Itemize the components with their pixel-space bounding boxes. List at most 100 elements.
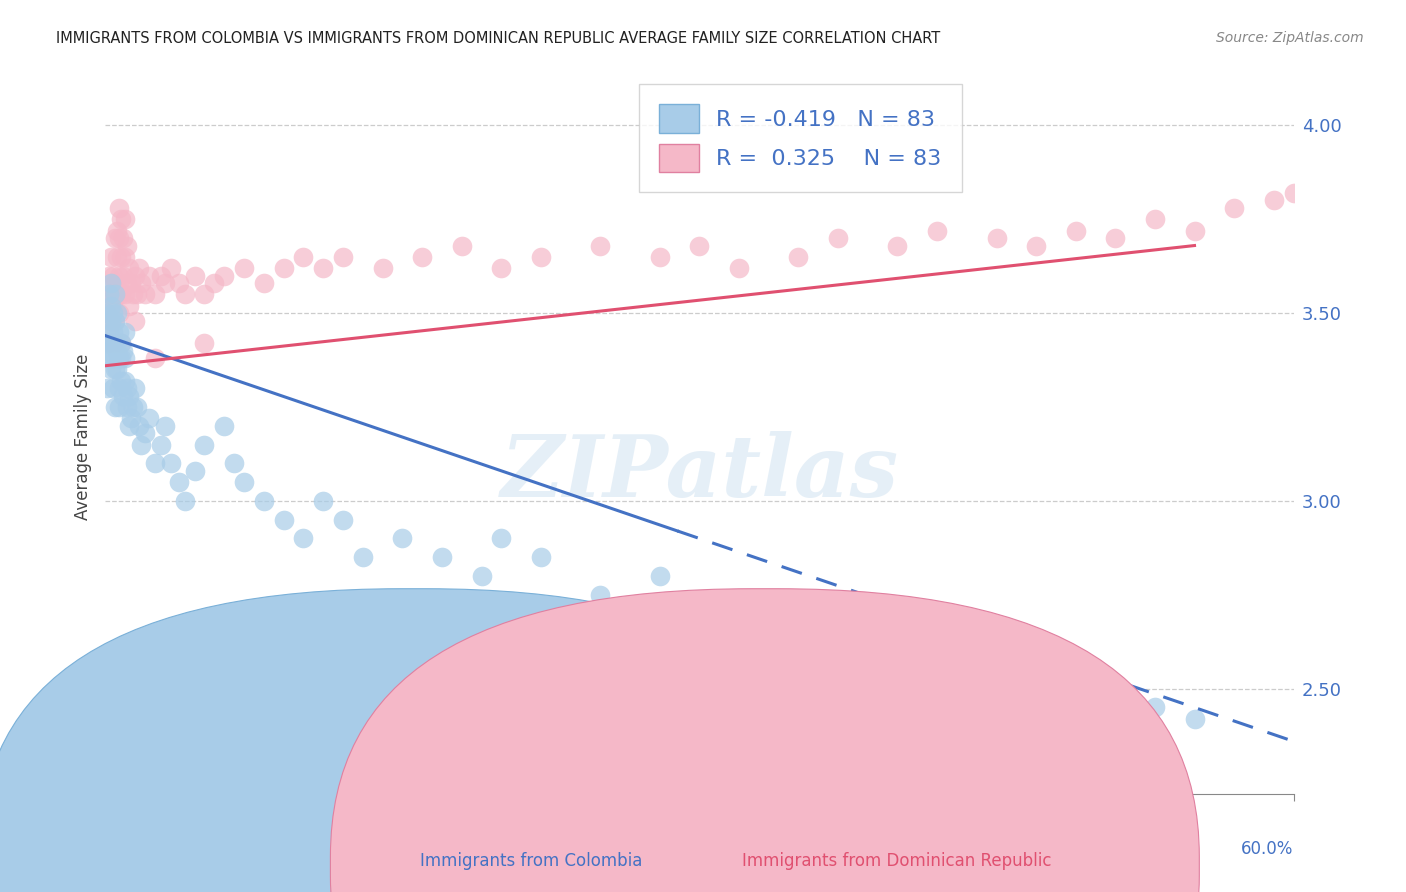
Point bbox=[1064, 223, 1087, 237]
Point bbox=[105, 287, 128, 301]
Point bbox=[648, 569, 671, 583]
Point bbox=[273, 513, 295, 527]
Point bbox=[728, 607, 751, 621]
Point bbox=[104, 313, 127, 327]
Point bbox=[96, 306, 118, 320]
Point bbox=[127, 400, 149, 414]
Point bbox=[120, 276, 142, 290]
Point bbox=[1263, 194, 1285, 208]
Point bbox=[129, 276, 152, 290]
Point bbox=[112, 231, 135, 245]
Text: 60.0%: 60.0% bbox=[1241, 840, 1294, 858]
Point bbox=[114, 250, 136, 264]
Point bbox=[124, 381, 146, 395]
Point bbox=[114, 351, 136, 366]
Point bbox=[233, 261, 256, 276]
Point bbox=[491, 261, 513, 276]
Point bbox=[108, 201, 131, 215]
Text: Immigrants from Colombia: Immigrants from Colombia bbox=[398, 852, 643, 870]
Point bbox=[648, 250, 671, 264]
Point bbox=[104, 231, 127, 245]
Point bbox=[193, 336, 215, 351]
Point bbox=[149, 268, 172, 283]
Point bbox=[312, 494, 335, 508]
Point bbox=[114, 374, 136, 388]
Point bbox=[391, 532, 413, 546]
Point bbox=[114, 287, 136, 301]
Point bbox=[104, 362, 127, 376]
Point bbox=[118, 261, 141, 276]
Point bbox=[112, 389, 135, 403]
Point bbox=[138, 411, 160, 425]
Point bbox=[96, 381, 118, 395]
Point bbox=[98, 325, 121, 339]
Point bbox=[112, 343, 135, 358]
Point bbox=[110, 250, 132, 264]
Point bbox=[103, 336, 125, 351]
Point bbox=[118, 418, 141, 433]
Point bbox=[96, 343, 118, 358]
Point bbox=[128, 418, 150, 433]
Point bbox=[98, 336, 121, 351]
Point bbox=[120, 411, 142, 425]
Point bbox=[108, 351, 131, 366]
Point bbox=[214, 418, 236, 433]
Point bbox=[100, 313, 122, 327]
Point bbox=[787, 250, 810, 264]
Point bbox=[925, 223, 948, 237]
Point bbox=[153, 418, 176, 433]
Point bbox=[312, 261, 335, 276]
Point bbox=[103, 306, 125, 320]
Point bbox=[105, 306, 128, 320]
Point bbox=[104, 400, 127, 414]
Point bbox=[167, 475, 190, 490]
Point bbox=[100, 287, 122, 301]
Point bbox=[108, 400, 131, 414]
Point bbox=[153, 276, 176, 290]
Point bbox=[846, 625, 869, 640]
Point bbox=[143, 351, 166, 366]
Point bbox=[352, 550, 374, 565]
Point bbox=[100, 276, 122, 290]
Point bbox=[183, 268, 205, 283]
Point bbox=[105, 223, 128, 237]
Point bbox=[202, 276, 225, 290]
Point bbox=[1104, 690, 1126, 704]
Point bbox=[143, 287, 166, 301]
Point bbox=[114, 325, 136, 339]
Point bbox=[124, 268, 146, 283]
Point bbox=[138, 268, 160, 283]
Point bbox=[104, 313, 127, 327]
Point bbox=[430, 550, 453, 565]
Point bbox=[530, 550, 553, 565]
Point bbox=[110, 374, 132, 388]
Point bbox=[110, 336, 132, 351]
Point bbox=[1005, 663, 1028, 677]
Point bbox=[1025, 238, 1047, 252]
Point bbox=[371, 261, 394, 276]
Point bbox=[115, 400, 138, 414]
Text: IMMIGRANTS FROM COLOMBIA VS IMMIGRANTS FROM DOMINICAN REPUBLIC AVERAGE FAMILY SI: IMMIGRANTS FROM COLOMBIA VS IMMIGRANTS F… bbox=[56, 31, 941, 46]
Point bbox=[96, 336, 118, 351]
Point bbox=[946, 651, 969, 665]
Point bbox=[122, 287, 145, 301]
Point bbox=[233, 475, 256, 490]
Point bbox=[98, 268, 121, 283]
Point bbox=[108, 381, 131, 395]
Point bbox=[100, 336, 122, 351]
Point bbox=[112, 268, 135, 283]
Point bbox=[332, 250, 354, 264]
Point bbox=[98, 287, 121, 301]
Point bbox=[122, 400, 145, 414]
Point bbox=[183, 464, 205, 478]
Point bbox=[159, 261, 181, 276]
Point bbox=[110, 287, 132, 301]
Point bbox=[105, 362, 128, 376]
Point bbox=[108, 325, 131, 339]
Point bbox=[332, 513, 354, 527]
Point bbox=[143, 456, 166, 470]
Point bbox=[110, 212, 132, 227]
Point bbox=[1143, 212, 1166, 227]
Point bbox=[214, 268, 236, 283]
Point bbox=[589, 238, 612, 252]
